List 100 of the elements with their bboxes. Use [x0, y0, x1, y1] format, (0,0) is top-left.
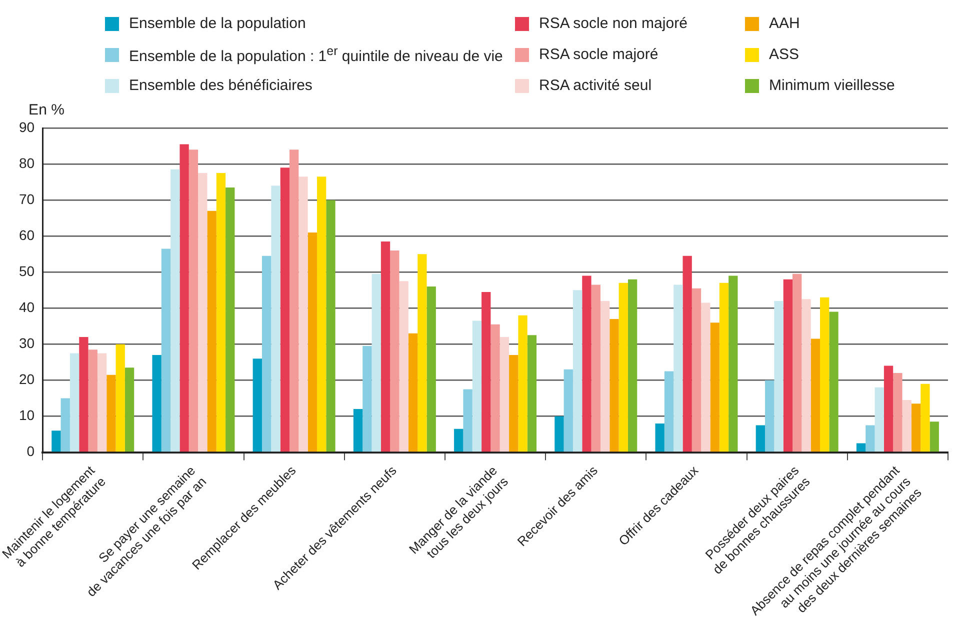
- bar: [554, 416, 564, 452]
- bar: [198, 173, 208, 452]
- bar: [674, 284, 683, 452]
- bar: [765, 380, 774, 452]
- bar: [116, 344, 125, 452]
- bar: [216, 173, 226, 452]
- legend-label: Ensemble des bénéficiaires: [129, 77, 312, 94]
- bar: [308, 232, 317, 452]
- bar: [207, 210, 216, 452]
- bar: [52, 430, 61, 452]
- bar: [152, 355, 162, 452]
- bar: [490, 324, 500, 452]
- bar: [756, 425, 766, 452]
- bar: [426, 286, 436, 452]
- y-tick-label: 90: [18, 118, 35, 135]
- bar: [252, 358, 262, 452]
- legend-label: RSA activité seul: [539, 77, 652, 94]
- bar: [682, 256, 692, 452]
- bar: [692, 288, 702, 452]
- legend-label: Ensemble de la population : 1$^{er}$ quintile de niveau de vie: [129, 44, 503, 65]
- y-tick-label: 60: [18, 226, 35, 243]
- bar: [701, 302, 710, 452]
- bar: [710, 322, 720, 452]
- bar: [271, 186, 280, 452]
- bar: [893, 373, 902, 452]
- bar: [582, 276, 592, 452]
- y-tick-label: 40: [18, 299, 35, 316]
- bar: [600, 300, 610, 452]
- bar: [618, 282, 628, 452]
- bar: [591, 284, 600, 452]
- bar: [518, 315, 528, 452]
- bar: [316, 176, 326, 452]
- y-tick-label: 10: [18, 407, 35, 424]
- bar: [829, 312, 838, 452]
- y-tick-label: 50: [18, 262, 35, 279]
- bar: [298, 176, 308, 452]
- bar: [372, 274, 381, 452]
- bar: [170, 169, 180, 452]
- y-axis-title: En %: [28, 102, 64, 119]
- bar: [500, 336, 510, 452]
- bar: [353, 409, 363, 452]
- legend-label: RSA socle non majoré: [539, 15, 688, 32]
- y-tick-label: 30: [18, 335, 35, 352]
- bar: [399, 281, 408, 452]
- bar: [527, 335, 537, 452]
- bar: [289, 150, 299, 452]
- bar: [920, 384, 930, 452]
- bar: [70, 353, 80, 452]
- bar: [509, 355, 518, 452]
- bar: [774, 300, 784, 452]
- bar: [856, 443, 866, 452]
- bar: [106, 374, 116, 452]
- y-tick-label: 0: [26, 443, 35, 460]
- bar: [810, 338, 820, 452]
- bar: [262, 256, 272, 452]
- bar: [610, 318, 619, 452]
- bar: [280, 168, 290, 452]
- bar: [482, 292, 491, 452]
- y-tick-label: 70: [18, 190, 35, 207]
- bar: [226, 187, 235, 452]
- bar: [463, 389, 472, 452]
- bar: [572, 290, 582, 452]
- bar: [124, 368, 134, 452]
- bar: [884, 366, 894, 452]
- bar: [664, 371, 674, 452]
- bar: [719, 282, 729, 452]
- bar: [362, 346, 372, 452]
- bar: [97, 353, 107, 452]
- bar: [874, 387, 884, 452]
- legend-label: Ensemble de la population: [129, 15, 306, 32]
- bar: [180, 144, 189, 452]
- bar: [802, 299, 811, 452]
- legend-label: ASS: [769, 46, 800, 63]
- bar: [911, 404, 921, 452]
- bar: [454, 428, 464, 452]
- bar: [783, 279, 793, 452]
- bar: [88, 350, 98, 452]
- bar: [79, 336, 88, 452]
- y-tick-label: 20: [18, 371, 35, 388]
- bar: [902, 400, 912, 452]
- bar: [866, 425, 875, 452]
- bar: [472, 320, 482, 452]
- bar: [628, 279, 638, 452]
- legend-label: Minimum vieillesse: [769, 77, 895, 94]
- bar: [161, 248, 171, 452]
- bar: [390, 250, 400, 452]
- bar: [655, 423, 664, 452]
- bar: [930, 422, 939, 452]
- bar: [418, 254, 427, 452]
- bar: [326, 200, 336, 452]
- bar: [820, 297, 830, 452]
- bar: [792, 274, 802, 452]
- bar: [380, 242, 390, 452]
- bar: [728, 276, 738, 452]
- legend-label: AAH: [769, 15, 800, 32]
- y-tick-label: 80: [18, 154, 35, 171]
- legend-label: RSA socle majoré: [539, 46, 658, 63]
- bar: [564, 369, 573, 452]
- bar: [408, 333, 418, 452]
- bar: [60, 398, 70, 452]
